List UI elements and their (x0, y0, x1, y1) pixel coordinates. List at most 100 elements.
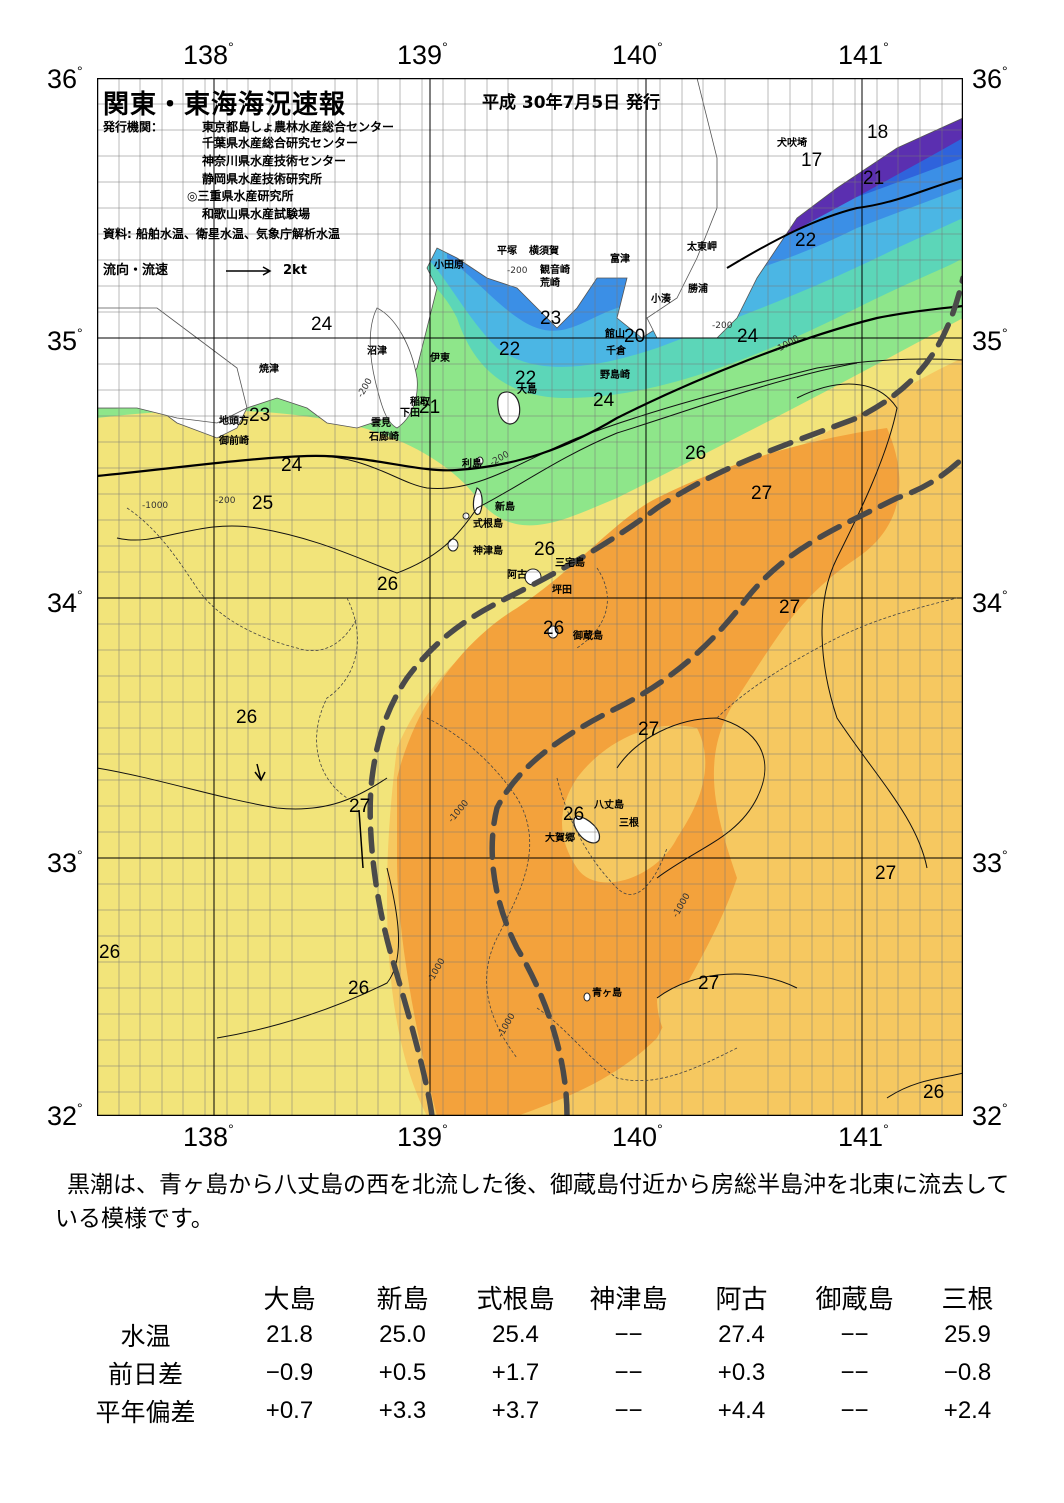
station-header: 大島 (263, 1284, 316, 1315)
flow-vector-2 (358, 809, 364, 869)
lon-label-140-bottom: 140° (612, 1121, 663, 1152)
zone-27-south (657, 974, 804, 1069)
station-header: 御蔵島 (815, 1284, 894, 1315)
table-cell: +0.5 (378, 1359, 427, 1386)
table-cell: +3.3 (378, 1397, 427, 1424)
place-label: 千倉 (606, 344, 627, 357)
lon-label-141-bottom: 141° (838, 1121, 889, 1152)
legend-flow-label: 流向・流速 (103, 263, 169, 278)
island-aogashima (583, 992, 591, 1002)
sea-temperature-map: 18 17 21 22 24 24 22 22 23 20 21 23 24 2… (97, 78, 963, 1116)
isotherm-label: 22 (499, 339, 520, 360)
table-row: 水温 21.8 25.0 25.4 −− 27.4 −− 25.9 (58, 1316, 1024, 1354)
land-suruga (97, 307, 248, 424)
isotherm-label: 23 (249, 405, 270, 426)
lat-label-35-left: 35° (47, 325, 83, 356)
issuer-chiba: 千葉県水産総合研究センター (202, 136, 359, 150)
table-cell: +0.3 (717, 1359, 766, 1386)
issuer-kanagawa: 神奈川県水産技術センター (202, 154, 347, 168)
island-mikurajima (547, 625, 559, 639)
isotherm-label: 26 (543, 618, 564, 639)
place-label: 下田 (400, 407, 420, 419)
data-source: 資料: 船舶水温、衛星水温、気象庁解析水温 (103, 227, 340, 241)
station-header: 新島 (376, 1284, 429, 1315)
table-cell: +3.7 (491, 1397, 540, 1424)
place-label: 野島崎 (600, 368, 630, 381)
place-label: 小田原 (433, 258, 464, 271)
place-label: 新島 (495, 500, 515, 513)
isotherm-label: 26 (236, 707, 257, 728)
row-label: 前日差 (107, 1360, 183, 1389)
isotherm-label: 25 (252, 493, 273, 514)
isotherm-21-bold (726, 177, 963, 269)
isotherm-label: 18 (867, 122, 888, 143)
isotherm-label: 26 (685, 443, 706, 464)
island-kozushima (447, 538, 459, 552)
place-label: 阿古 (507, 568, 527, 581)
table-cell: −0.8 (943, 1359, 992, 1386)
isotherm-label: 24 (311, 314, 333, 335)
table-cell: −− (614, 1397, 643, 1424)
place-label: 勝浦 (688, 282, 708, 295)
isotherm-label: 26 (563, 804, 584, 825)
issuer-tokyo: 東京都島しょ農林水産総合センター (202, 120, 395, 134)
place-label: 荒崎 (539, 276, 560, 289)
place-label: 富津 (610, 252, 630, 265)
kuroshio-axis-inner (489, 455, 963, 1116)
station-header: 阿古 (715, 1284, 768, 1315)
lat-label-32-left: 32° (47, 1100, 83, 1131)
place-label: 太東岬 (686, 240, 717, 253)
row-label: 水温 (120, 1322, 171, 1351)
island-niijima (472, 487, 483, 516)
lon-label-140-top: 140° (612, 39, 663, 70)
station-header: 式根島 (476, 1284, 555, 1315)
place-label: 式根島 (473, 517, 503, 530)
lat-lon-grid (97, 78, 963, 1116)
isotherm-label: 24 (281, 455, 303, 476)
lon-label-139-bottom: 139° (397, 1121, 448, 1152)
place-label: 大島 (517, 383, 537, 396)
isotherm-label: 27 (875, 863, 896, 884)
place-label: 大賀郷 (545, 831, 575, 844)
place-label: 雲見 (371, 417, 391, 429)
degree-grid (97, 78, 963, 1116)
table-cell: 25.4 (492, 1321, 539, 1348)
isotherm-label: 22 (515, 368, 536, 389)
depth-label: -200 (712, 321, 733, 331)
isotherm-label: 27 (698, 973, 719, 994)
map-title: 関東・東海海況速報 (103, 90, 347, 120)
issuer-shizuoka: 静岡県水産技術研究所 (202, 172, 323, 186)
table-cell: −− (840, 1321, 869, 1348)
place-label: 伊東 (429, 351, 450, 364)
table-cell: 25.9 (944, 1321, 991, 1348)
isotherm-label: 26 (923, 1082, 944, 1103)
issuer-mie: ◎三重県水産研究所 (187, 189, 294, 203)
table-cell: −0.9 (265, 1359, 314, 1386)
table-cell: +1.7 (491, 1359, 540, 1386)
isotherm-label: 22 (795, 230, 816, 251)
depth-label: -200 (507, 266, 528, 276)
place-label: 青ヶ島 (592, 986, 622, 999)
table-cell: +2.4 (943, 1397, 992, 1424)
table-cell: −− (614, 1321, 643, 1348)
table-cell: −− (840, 1397, 869, 1424)
table-row: 平年偏差 +0.7 +3.3 +3.7 −− +4.4 −− +2.4 (58, 1392, 1024, 1430)
isotherm-label: 21 (863, 168, 884, 189)
lat-label-34-right: 34° (972, 587, 1008, 618)
table-cell: 25.0 (379, 1321, 426, 1348)
place-label: 地頭方 (219, 414, 249, 427)
lat-label-33-left: 33° (47, 847, 83, 878)
table-row: 前日差 −0.9 +0.5 +1.7 −− +0.3 −− −0.8 (58, 1354, 1024, 1392)
isotherm-label: 24 (737, 326, 759, 347)
legend-speed-label: 2kt (283, 263, 307, 278)
place-label: 小湊 (650, 292, 672, 305)
isotherm-label: 27 (349, 796, 370, 817)
place-label: 平塚 (497, 244, 517, 257)
lat-label-36-right: 36° (972, 63, 1008, 94)
lon-label-139-top: 139° (397, 39, 448, 70)
isotherm-label: 17 (801, 150, 822, 171)
depth-contours (126, 507, 958, 1082)
isotherm-label: 26 (534, 539, 555, 560)
lat-label-36-left: 36° (47, 63, 83, 94)
station-header: 三根 (941, 1284, 994, 1315)
